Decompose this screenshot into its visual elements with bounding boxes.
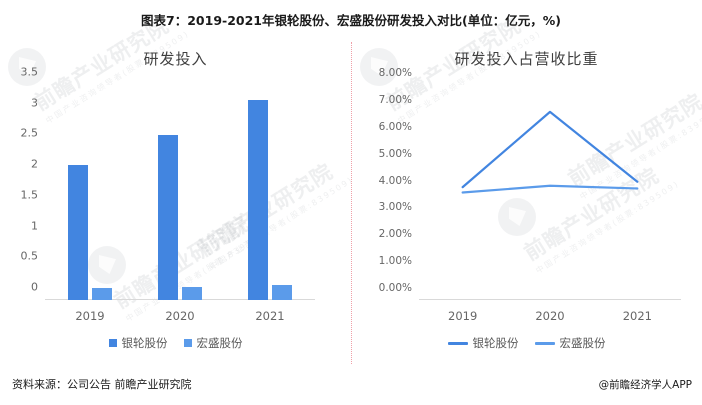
legend-item-银轮股份[interactable]: 银轮股份	[108, 335, 168, 351]
line-chart-title: 研发投入占营收比重	[454, 50, 599, 68]
y-axis-tick: 3.00%	[378, 201, 412, 214]
legend-item-宏盛股份[interactable]: 宏盛股份	[534, 335, 606, 351]
legend-item-银轮股份[interactable]: 银轮股份	[447, 335, 519, 351]
legend-square-icon	[183, 339, 192, 347]
line-series-group	[461, 110, 639, 194]
y-axis-tick: 2.00%	[378, 228, 412, 241]
y-axis-tick: 6.00%	[378, 120, 412, 133]
y-axis-tick: 0.5	[20, 249, 39, 263]
y-axis-tick: 3.5	[20, 65, 39, 79]
x-axis-tick: 2019	[75, 309, 105, 323]
bar-2021-银轮股份	[247, 99, 269, 300]
legend-item-宏盛股份[interactable]: 宏盛股份	[183, 335, 243, 351]
bar-2019-宏盛股份	[91, 287, 113, 300]
y-axis-tick: 1.5	[20, 188, 39, 202]
legend-label: 宏盛股份	[559, 336, 606, 350]
figure-title: 图表7：2019-2021年银轮股份、宏盛股份研发投入对比(单位：亿元，%)	[141, 13, 561, 28]
legend-line-icon	[447, 341, 468, 345]
y-axis-tick: 7.00%	[378, 93, 412, 106]
chart-panel-bar: 研发投入 3.5 3 2.5 2 1.5 1 0.5 0 2019 2020 2021 银轮股份 宏盛…	[0, 42, 351, 367]
y-axis-tick: 3	[31, 96, 38, 110]
bar-plot-area: 3.5 3 2.5 2 1.5 1 0.5 0 2019 2020 2021	[21, 66, 315, 323]
line-plot-area: 8.00% 7.00% 6.00% 5.00% 4.00% 3.00% 2.00% 1.00%…	[379, 67, 681, 323]
panel-divider	[351, 42, 352, 364]
x-axis-tick: 2020	[165, 309, 195, 323]
legend-label: 银轮股份	[121, 336, 168, 350]
line-chart-legend: 银轮股份 宏盛股份	[351, 335, 702, 351]
y-axis-tick: 2.5	[20, 126, 39, 140]
x-axis-line	[45, 299, 315, 300]
legend-line-icon	[534, 341, 555, 345]
bar-2020-银轮股份	[157, 135, 179, 300]
y-axis-tick: 1.00%	[378, 255, 412, 268]
x-axis-tick: 2021	[255, 309, 285, 323]
y-axis-tick: 8.00%	[378, 67, 412, 79]
bar-2020-宏盛股份	[181, 286, 203, 300]
bar-2021-宏盛股份	[271, 285, 293, 300]
app-attribution: @前瞻经济学人APP	[598, 379, 692, 391]
y-axis-tick: 1	[31, 219, 38, 233]
x-axis-tick: 2019	[448, 309, 478, 323]
legend-label: 银轮股份	[472, 336, 519, 350]
line-series-宏盛股份	[461, 184, 639, 194]
line-series-银轮股份	[461, 110, 639, 189]
source-note: 资料来源：公司公告 前瞻产业研究院	[12, 378, 192, 391]
bar-chart-title: 研发投入	[143, 50, 208, 68]
y-axis-tick: 5.00%	[378, 147, 412, 160]
legend-square-icon	[108, 339, 117, 347]
bar-chart-legend: 银轮股份 宏盛股份	[0, 335, 351, 351]
chart-panel-line: 研发投入占营收比重 8.00% 7.00% 6.00% 5.00% 4.00% 3.00%…	[351, 42, 702, 367]
y-axis-tick: 0.00%	[378, 282, 412, 294]
x-axis-line	[419, 299, 681, 300]
bar-2019-银轮股份	[67, 164, 89, 300]
x-axis-tick: 2020	[535, 309, 565, 323]
x-axis-tick: 2021	[622, 309, 652, 323]
y-axis-tick: 4.00%	[378, 174, 412, 187]
y-axis-tick: 0	[31, 280, 38, 294]
y-axis-tick: 2	[31, 157, 38, 171]
legend-label: 宏盛股份	[196, 336, 243, 350]
